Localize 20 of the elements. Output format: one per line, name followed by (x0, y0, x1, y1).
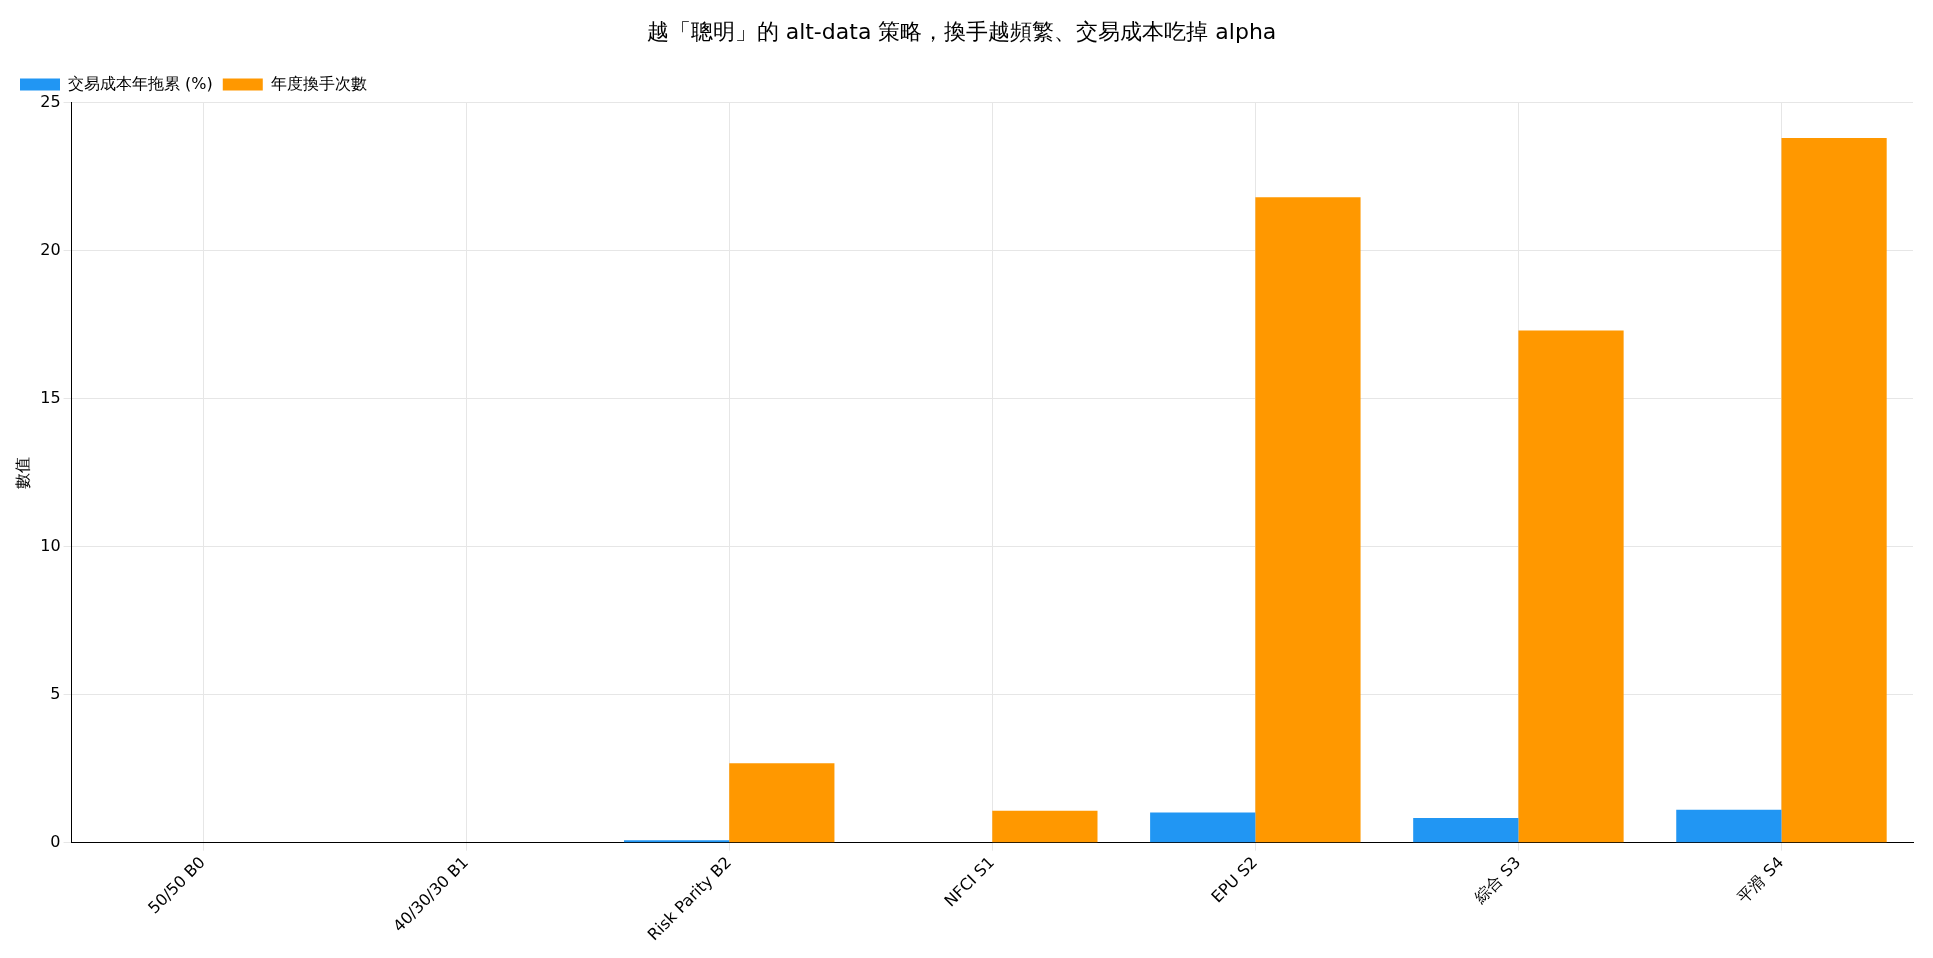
y-tick-label: 10 (40, 535, 61, 555)
bar (1781, 137, 1887, 843)
bar (1518, 330, 1624, 843)
y-tick-label: 15 (40, 387, 61, 407)
y-tick-label: 5 (50, 683, 61, 703)
chart-title: 越「聰明」的 alt-data 策略，換手越頻繁、交易成本吃掉 alpha (646, 18, 1277, 44)
bar (1413, 818, 1519, 843)
bar (729, 763, 835, 843)
bar (1255, 197, 1361, 843)
y-tick-label: 0 (50, 831, 61, 851)
y-axis-title: 數值 (12, 456, 32, 489)
bar (1150, 812, 1256, 843)
legend-label: 交易成本年拖累 (%) (68, 73, 213, 93)
bar (1676, 809, 1782, 843)
x-tick-label: 綜合 S3 (1469, 852, 1525, 908)
x-tick-label: 平滑 S4 (1733, 852, 1788, 907)
y-tick-label: 25 (40, 91, 61, 111)
legend-label: 年度換手次數 (270, 73, 367, 93)
y-tick-label: 20 (40, 239, 61, 259)
bar (992, 810, 1098, 843)
